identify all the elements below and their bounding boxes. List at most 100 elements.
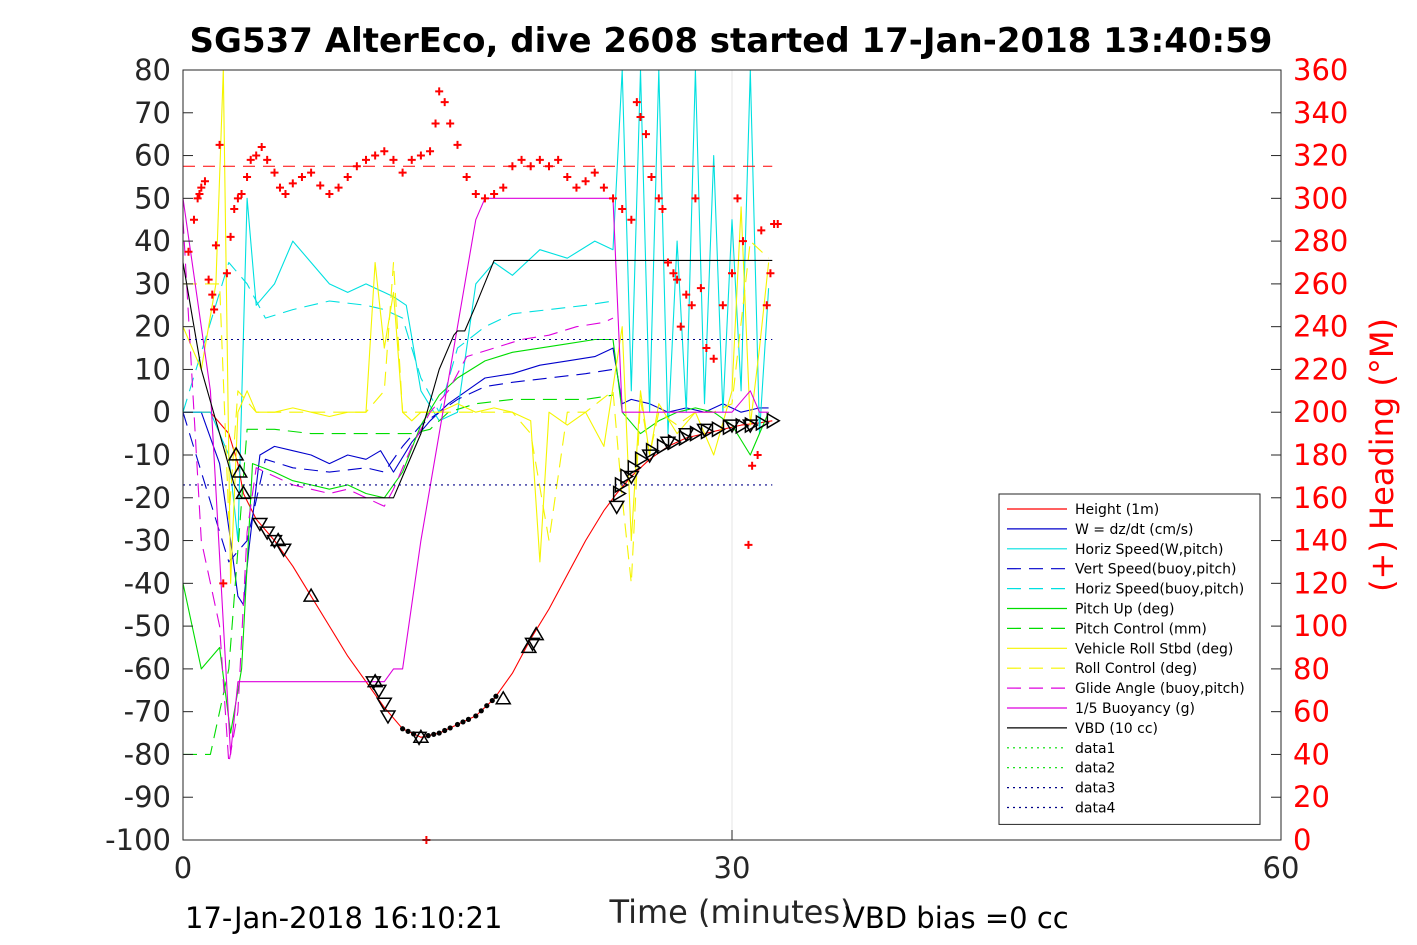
heading-layer xyxy=(183,87,782,844)
heading-point-56 xyxy=(554,155,563,164)
depth-dot-0 xyxy=(400,726,406,732)
series-line-2 xyxy=(183,69,770,542)
heading-point-28 xyxy=(316,181,325,190)
left-tick-label-9: -10 xyxy=(124,438,171,472)
heading-point-19 xyxy=(252,151,261,160)
heading-point-82 xyxy=(728,269,736,278)
left-tick-label-12: -40 xyxy=(124,566,171,600)
down-triangle-5 xyxy=(370,684,388,699)
heading-point-42 xyxy=(435,87,444,96)
up-triangle-8 xyxy=(520,639,538,654)
depth-dot-11 xyxy=(473,713,479,719)
up-triangle-7 xyxy=(494,690,512,705)
heading-point-90 xyxy=(766,269,775,278)
right-tick-label-1: 340 xyxy=(1293,96,1348,130)
heading-point-45 xyxy=(453,140,462,149)
heading-point-24 xyxy=(281,190,290,199)
right-triangle-3 xyxy=(735,417,750,435)
up-triangle-1 xyxy=(231,463,249,478)
right-tick-label-15: 60 xyxy=(1293,695,1330,729)
up-triangle-9 xyxy=(527,626,545,641)
heading-point-26 xyxy=(297,172,306,181)
right-tick-label-13: 100 xyxy=(1293,609,1348,643)
legend-label-11: VBD (10 cc) xyxy=(1075,721,1158,737)
x-tick-label-1: 30 xyxy=(714,851,751,885)
right-triangle-8 xyxy=(678,429,693,447)
heading-point-29 xyxy=(325,190,334,199)
heading-point-34 xyxy=(371,151,380,160)
footer-vbd-bias: VBD bias =0 cc xyxy=(845,901,1069,935)
down-triangle-3 xyxy=(275,543,292,558)
left-tick-label-16: -80 xyxy=(124,737,171,771)
heading-point-50 xyxy=(499,183,508,192)
heading-point-66 xyxy=(636,113,645,122)
series-line-7 xyxy=(182,69,770,584)
series-line-6 xyxy=(183,394,614,755)
left-tick-label-7: 10 xyxy=(134,352,171,386)
heading-point-54 xyxy=(535,155,544,164)
left-tick-label-10: -20 xyxy=(124,481,171,515)
legend-label-6: Pitch Control (mm) xyxy=(1075,621,1207,637)
right-triangle-7 xyxy=(689,425,704,442)
right-tick-label-17: 20 xyxy=(1293,780,1330,814)
heading-point-60 xyxy=(590,168,599,177)
right-tick-label-11: 140 xyxy=(1293,524,1348,558)
heading-point-7 xyxy=(208,290,217,299)
left-tick-label-15: -70 xyxy=(124,695,171,729)
heading-point-87 xyxy=(753,451,762,459)
right-tick-label-0: 360 xyxy=(1293,53,1348,87)
heading-point-36 xyxy=(389,155,398,164)
heading-point-27 xyxy=(307,168,316,177)
heading-point-53 xyxy=(526,162,535,171)
heading-point-46 xyxy=(462,172,471,181)
legend-label-14: data3 xyxy=(1075,781,1115,797)
heading-point-14 xyxy=(230,205,239,214)
up-triangle-0 xyxy=(227,446,245,461)
heading-point-17 xyxy=(243,172,252,181)
series-line-3 xyxy=(182,368,614,563)
heading-point-51 xyxy=(508,162,517,171)
down-triangle-0 xyxy=(251,517,269,532)
x-tick-label-2: 60 xyxy=(1263,851,1300,885)
legend-label-13: data2 xyxy=(1075,761,1115,777)
heading-point-57 xyxy=(563,172,572,181)
marker-layer xyxy=(227,412,781,746)
legend-label-3: Vert Speed(buoy,pitch) xyxy=(1075,562,1237,578)
right-triangle-9 xyxy=(667,433,682,451)
heading-point-37 xyxy=(398,168,407,177)
heading-point-88 xyxy=(757,226,766,235)
heading-point-43 xyxy=(440,98,449,107)
down-triangle-1 xyxy=(258,526,276,541)
down-triangle-4 xyxy=(365,676,382,691)
right-axis-label: (+) Heading (°M) xyxy=(1363,318,1401,592)
series-line-4 xyxy=(182,261,614,413)
heading-point-81 xyxy=(718,301,727,310)
heading-point-68 xyxy=(647,172,656,181)
left-tick-label-14: -60 xyxy=(124,652,171,686)
right-tick-label-8: 200 xyxy=(1293,395,1348,429)
right-tick-label-4: 280 xyxy=(1293,224,1348,258)
legend: Height (1m) W = dz/dt (cm/s) Horiz Speed(W… xyxy=(998,493,1261,825)
heading-point-75 xyxy=(682,290,691,299)
left-tick-label-4: 40 xyxy=(134,224,171,258)
depth-dot-14 xyxy=(489,697,495,704)
x-axis-label: Time (minutes) xyxy=(609,893,853,931)
depth-dot-13 xyxy=(484,703,490,709)
legend-label-10: 1/5 Buoyancy (g) xyxy=(1075,701,1195,717)
right-triangle-12 xyxy=(634,450,649,468)
right-tick-label-6: 240 xyxy=(1293,310,1348,344)
heading-point-74 xyxy=(676,322,685,331)
heading-point-67 xyxy=(641,130,650,139)
left-tick-label-17: -90 xyxy=(124,780,171,814)
legend-label-5: Pitch Up (deg) xyxy=(1075,602,1174,618)
left-tick-label-0: 80 xyxy=(134,53,171,87)
heading-point-63 xyxy=(618,205,627,214)
left-tick-label-6: 20 xyxy=(134,310,171,344)
heading-point-61 xyxy=(599,183,608,192)
heading-point-47 xyxy=(471,190,480,199)
heading-point-23 xyxy=(275,183,284,192)
depth-dot-5 xyxy=(436,730,442,736)
heading-point-18 xyxy=(246,155,255,164)
heading-point-11 xyxy=(219,579,228,588)
depth-dot-10 xyxy=(465,716,472,722)
